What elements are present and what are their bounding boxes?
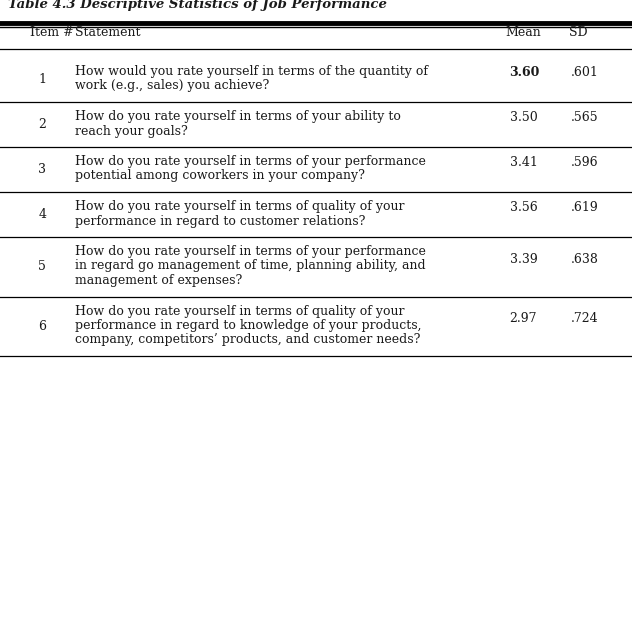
- Text: work (e.g., sales) you achieve?: work (e.g., sales) you achieve?: [75, 79, 269, 93]
- Text: 2: 2: [39, 118, 46, 131]
- Text: 6: 6: [39, 320, 46, 333]
- Text: Table 4.3 Descriptive Statistics of Job Performance: Table 4.3 Descriptive Statistics of Job …: [8, 0, 387, 11]
- Text: How would you rate yourself in terms of the quantity of: How would you rate yourself in terms of …: [75, 65, 428, 78]
- Text: performance in regard to knowledge of your products,: performance in regard to knowledge of yo…: [75, 319, 421, 332]
- Text: .596: .596: [571, 156, 599, 169]
- Text: 1: 1: [39, 73, 46, 86]
- Text: 4: 4: [39, 208, 46, 221]
- Text: management of expenses?: management of expenses?: [75, 274, 242, 287]
- Text: .724: .724: [571, 312, 599, 325]
- Text: Mean: Mean: [506, 26, 542, 39]
- Text: company, competitors’ products, and customer needs?: company, competitors’ products, and cust…: [75, 334, 420, 346]
- Text: Statement: Statement: [75, 26, 140, 39]
- Text: How do you rate yourself in terms of quality of your: How do you rate yourself in terms of qua…: [75, 200, 404, 213]
- Text: performance in regard to customer relations?: performance in regard to customer relati…: [75, 215, 365, 227]
- Text: How do you rate yourself in terms of quality of your: How do you rate yourself in terms of qua…: [75, 305, 404, 318]
- Text: How do you rate yourself in terms of your performance: How do you rate yourself in terms of you…: [75, 155, 425, 168]
- Text: .565: .565: [571, 111, 599, 124]
- Text: in regard go management of time, planning ability, and: in regard go management of time, plannin…: [75, 259, 425, 272]
- Text: Item #: Item #: [30, 26, 74, 39]
- Text: 3: 3: [39, 163, 46, 176]
- Text: .619: .619: [571, 201, 599, 214]
- Text: 3.60: 3.60: [509, 66, 540, 79]
- Text: 3.56: 3.56: [509, 201, 537, 214]
- Text: SD: SD: [569, 26, 587, 39]
- Text: 2.97: 2.97: [509, 312, 537, 325]
- Text: 5: 5: [39, 260, 46, 273]
- Text: 3.50: 3.50: [509, 111, 537, 124]
- Text: potential among coworkers in your company?: potential among coworkers in your compan…: [75, 169, 365, 183]
- Text: reach your goals?: reach your goals?: [75, 125, 187, 137]
- Text: How do you rate yourself in terms of your ability to: How do you rate yourself in terms of you…: [75, 110, 401, 123]
- Text: .638: .638: [571, 253, 599, 266]
- Text: 3.41: 3.41: [509, 156, 537, 169]
- Text: 3.39: 3.39: [509, 253, 537, 266]
- Text: How do you rate yourself in terms of your performance: How do you rate yourself in terms of you…: [75, 245, 425, 258]
- Text: .601: .601: [571, 66, 599, 79]
